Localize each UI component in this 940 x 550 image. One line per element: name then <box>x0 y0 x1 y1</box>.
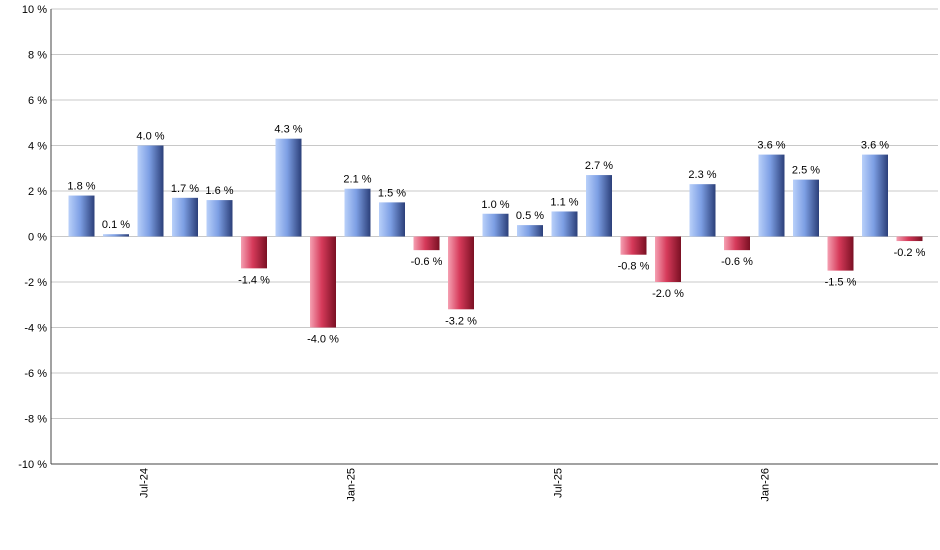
bar <box>344 188 371 237</box>
data-label: 1.8 % <box>67 181 95 193</box>
bar <box>758 154 785 237</box>
bar <box>68 195 95 237</box>
data-label: 1.6 % <box>205 185 233 197</box>
bars <box>68 138 923 328</box>
y-tick-label: -2 % <box>24 277 47 289</box>
y-tick-label: -10 % <box>18 459 47 471</box>
axes <box>50 9 938 465</box>
bar <box>793 179 819 237</box>
bar <box>413 236 440 251</box>
data-label: 1.0 % <box>481 199 509 211</box>
bar <box>827 236 854 271</box>
data-label: 1.7 % <box>171 183 199 195</box>
data-label: 1.5 % <box>378 187 406 199</box>
data-label: 3.6 % <box>861 140 889 152</box>
y-tick-label: 4 % <box>28 141 47 153</box>
bar <box>655 236 681 282</box>
bar <box>172 197 198 237</box>
bar <box>620 236 647 255</box>
x-tick-label: Jan-25 <box>346 468 358 502</box>
data-labels: 1.8 % 0.1 % 4.0 % 1.7 % 1.6 % -1.4 % 4.3 % -4.0… <box>67 124 925 346</box>
bar <box>586 175 612 237</box>
bar <box>206 200 233 237</box>
bar <box>103 234 129 237</box>
y-tick-label: 2 % <box>28 186 47 198</box>
data-label: 4.3 % <box>274 124 302 136</box>
y-tick-label: 0 % <box>28 232 47 244</box>
y-tick-label: -6 % <box>24 368 47 380</box>
bar <box>517 225 543 237</box>
y-tick-label: 6 % <box>28 95 47 107</box>
data-label: -0.8 % <box>618 261 650 273</box>
y-tick-label: -8 % <box>24 414 47 426</box>
bar <box>448 236 474 310</box>
data-label: 2.3 % <box>688 169 716 181</box>
data-label: 0.5 % <box>516 210 544 222</box>
bar <box>724 236 750 251</box>
y-tick-label: -4 % <box>24 323 47 335</box>
data-label: -0.6 % <box>721 256 753 268</box>
data-label: 2.5 % <box>792 165 820 177</box>
data-label: -3.2 % <box>445 315 477 327</box>
data-label: 3.6 % <box>757 140 785 152</box>
data-label: 1.1 % <box>550 196 578 208</box>
y-tick-label: 10 % <box>22 4 47 16</box>
bar <box>551 211 578 237</box>
bar <box>379 202 405 237</box>
bar <box>137 145 164 237</box>
data-label: -1.4 % <box>238 274 270 286</box>
x-tick-label: Jul-24 <box>139 468 151 498</box>
data-label: -4.0 % <box>307 334 339 346</box>
bar <box>241 236 267 269</box>
x-axis-tick-labels: Jul-24 Jan-25 Jul-25 Jan-26 <box>139 468 772 502</box>
x-tick-label: Jan-26 <box>760 468 772 502</box>
bar <box>310 236 336 328</box>
data-label: 4.0 % <box>136 131 164 143</box>
data-label: 2.7 % <box>585 160 613 172</box>
data-label: 2.1 % <box>343 174 371 186</box>
y-axis-tick-labels: -10 % -8 % -6 % -4 % -2 % 0 % 2 % 4 % 6 % 8 % 10 % <box>18 4 47 471</box>
x-tick-label: Jul-25 <box>553 468 565 498</box>
bar <box>689 184 716 237</box>
bar <box>482 213 509 237</box>
bar <box>862 154 888 237</box>
data-label: 0.1 % <box>102 219 130 231</box>
data-label: -1.5 % <box>825 277 857 289</box>
data-label: -0.6 % <box>411 256 443 268</box>
y-tick-label: 8 % <box>28 50 47 62</box>
bar <box>275 138 302 237</box>
bar <box>896 236 923 242</box>
data-label: -2.0 % <box>652 288 684 300</box>
data-label: -0.2 % <box>894 247 926 259</box>
